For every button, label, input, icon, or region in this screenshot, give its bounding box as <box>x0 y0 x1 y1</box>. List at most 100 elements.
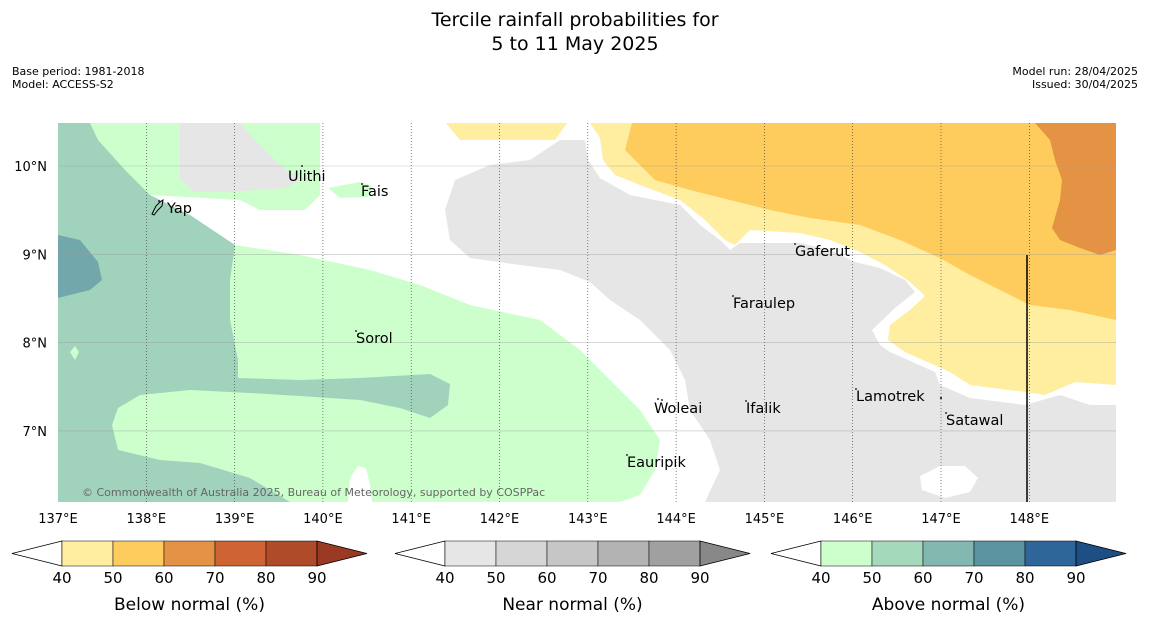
region-below-50 <box>625 123 1116 320</box>
gridlines <box>58 123 1116 502</box>
colorbar-min-extension <box>770 540 822 567</box>
colorbar-tick-label: 70 <box>205 569 224 587</box>
issued-date: Issued: 30/04/2025 <box>1031 78 1138 91</box>
lon-tick-label: 148°E <box>1010 512 1050 527</box>
island-marker <box>940 397 942 399</box>
title-line-2: 5 to 11 May 2025 <box>491 33 659 55</box>
colorbar-title: Below normal (%) <box>114 595 265 615</box>
place-label: Lamotrek <box>856 389 925 405</box>
lon-tick-label: 147°E <box>921 512 961 527</box>
colorbar-tick-label: 60 <box>913 569 932 587</box>
model-run: Model run: 28/04/2025 <box>1012 65 1138 78</box>
meta-right: Model run: 28/04/2025 Issued: 30/04/2025 <box>1012 65 1138 91</box>
place-marker <box>361 183 363 185</box>
lat-tick-label: 8°N <box>23 337 48 352</box>
lon-tick-label: 146°E <box>833 512 873 527</box>
place-labels: Ulithi Fais Yap Gaferut Faraulep Sorol Woleai I… <box>158 165 1003 471</box>
colorbar-max-extension <box>1075 540 1127 567</box>
lon-tick-label: 144°E <box>656 512 696 527</box>
region-above-70 <box>58 235 102 298</box>
colorbar-tick-label: 50 <box>862 569 881 587</box>
colorbar-segment <box>546 540 599 567</box>
colorbar-segment <box>820 540 873 567</box>
colorbar-segment <box>265 540 318 567</box>
longitude-ticks: 137°E 138°E 139°E 140°E 141°E 142°E 143°E 144°E… <box>38 512 1049 527</box>
colorbar-segment <box>1024 540 1077 567</box>
colorbar-segment <box>214 540 267 567</box>
place-label: Fais <box>361 184 388 200</box>
colorbar-tick-label: 80 <box>256 569 275 587</box>
colorbar-min-extension <box>11 540 63 567</box>
colorbar-segment <box>444 540 497 567</box>
lat-tick-label: 7°N <box>23 425 48 440</box>
colorbar-tick-label: 60 <box>154 569 173 587</box>
place-label: Sorol <box>356 331 393 347</box>
lon-tick-label: 137°E <box>38 512 78 527</box>
lon-tick-label: 140°E <box>303 512 343 527</box>
title-line-1: Tercile rainfall probabilities for <box>431 9 719 31</box>
lon-tick-label: 141°E <box>391 512 431 527</box>
colorbar-title: Above normal (%) <box>872 595 1025 615</box>
colorbar-segment <box>61 540 114 567</box>
place-marker <box>732 295 734 297</box>
colorbar-tick-label: 70 <box>588 569 607 587</box>
colorbar-segment <box>973 540 1026 567</box>
gap-west-dot <box>70 346 79 360</box>
colorbar-min-extension <box>394 540 446 567</box>
colorbar-tick-label: 80 <box>1015 569 1034 587</box>
gap-south <box>348 466 372 502</box>
base-period: Base period: 1981-2018 <box>12 65 145 78</box>
lon-tick-label: 142°E <box>480 512 520 527</box>
colorbar-tick-label: 40 <box>811 569 830 587</box>
colorbar-tick-label: 90 <box>1066 569 1085 587</box>
region-above-50 <box>58 123 660 502</box>
region-above-60 <box>58 123 450 502</box>
place-label: Yap <box>166 201 192 217</box>
place-marker <box>855 388 857 390</box>
map-fill-regions <box>58 123 1116 502</box>
chart-title: Tercile rainfall probabilities for 5 to … <box>0 8 1150 56</box>
copyright-notice: © Commonwealth of Australia 2025, Bureau… <box>82 486 545 499</box>
colorbar-tick-label: 90 <box>690 569 709 587</box>
place-label: Gaferut <box>795 244 850 260</box>
lon-tick-label: 145°E <box>745 512 785 527</box>
region-near-50-east <box>445 140 1116 502</box>
place-label: Faraulep <box>733 296 795 312</box>
place-label: Woleai <box>654 401 702 417</box>
place-marker <box>745 400 747 402</box>
colorbars: 40 50 60 70 80 90 Below normal (%) 40 50 60 70 80 90… <box>11 540 1127 615</box>
colorbar: 40 50 60 70 80 90 Above normal (%) <box>770 540 1127 615</box>
colorbar: 40 50 60 70 80 90 Below normal (%) <box>11 540 368 615</box>
colorbar-segment <box>112 540 165 567</box>
place-label: Ifalik <box>746 401 781 417</box>
colorbar-max-extension <box>699 540 751 567</box>
place-label: Ulithi <box>288 169 326 185</box>
lat-tick-label: 9°N <box>23 248 48 263</box>
lat-tick-label: 10°N <box>14 160 47 175</box>
colorbar-segment <box>495 540 548 567</box>
colorbar-segment <box>871 540 924 567</box>
region-above-50-fais <box>328 182 372 198</box>
region-below-40-a <box>446 123 567 140</box>
lon-tick-label: 139°E <box>215 512 255 527</box>
colorbar-tick-label: 50 <box>103 569 122 587</box>
colorbar: 40 50 60 70 80 90 Near normal (%) <box>394 540 751 615</box>
colorbar-tick-label: 50 <box>486 569 505 587</box>
colorbar-max-extension <box>316 540 368 567</box>
region-near-50-north <box>180 123 300 192</box>
place-marker <box>657 398 659 400</box>
meta-left: Base period: 1981-2018 Model: ACCESS-S2 <box>12 65 144 91</box>
place-marker <box>355 330 357 332</box>
colorbar-segment <box>597 540 650 567</box>
place-marker <box>794 243 796 245</box>
colorbar-title: Near normal (%) <box>502 595 642 615</box>
lon-tick-label: 143°E <box>568 512 608 527</box>
colorbar-tick-label: 40 <box>52 569 71 587</box>
model-name: Model: ACCESS-S2 <box>12 78 114 91</box>
yap-island <box>151 198 164 216</box>
colorbar-tick-label: 40 <box>435 569 454 587</box>
place-label: Satawal <box>946 413 1003 429</box>
gap-mid-south <box>920 466 978 498</box>
colorbar-segment <box>648 540 701 567</box>
